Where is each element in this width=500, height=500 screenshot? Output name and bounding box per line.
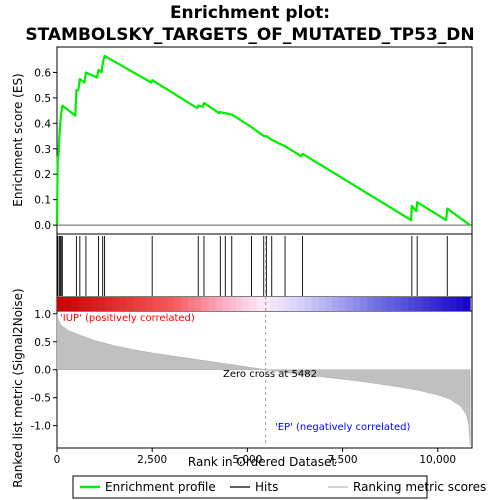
negative-annotation: 'EP' (negatively correlated) — [275, 422, 410, 433]
colorbar-segment — [125, 297, 134, 311]
x-tick-label: 10,000 — [419, 454, 456, 466]
colorbar-segment — [77, 297, 86, 311]
es-tick-label: 0.0 — [34, 220, 51, 232]
colorbar-segment — [215, 297, 223, 311]
colorbar-segment — [208, 297, 216, 311]
axes: 0.0 0.1 0.2 0.3 0.4 0.5 0.6 1.0 0.5 0.0 -0.5 -1.0 0 2… — [31, 67, 457, 466]
colorbar-segment — [63, 297, 72, 311]
colorbar-segment — [270, 297, 278, 311]
legend-label: Enrichment profile — [105, 480, 216, 494]
colorbar-segment — [297, 297, 306, 311]
colorbar-segment — [401, 297, 409, 311]
es-tick-label: 0.4 — [34, 118, 51, 130]
hits-series — [57, 236, 448, 296]
colorbar-segment — [98, 297, 106, 311]
colorbar-segment — [332, 297, 340, 311]
colorbar-segment — [435, 297, 444, 311]
hits-panel-frame — [56, 233, 473, 298]
x-tick-label: 0 — [54, 454, 61, 466]
colorbar-segment — [318, 297, 327, 311]
colorbar-segment — [311, 297, 320, 311]
colorbar-segment — [442, 297, 451, 311]
x-tick-label: 2,500 — [137, 454, 167, 466]
colorbar-segment — [387, 297, 395, 311]
es-panel-frame — [56, 46, 473, 235]
colorbar-segment — [353, 297, 361, 311]
colorbar-segment — [146, 297, 154, 311]
x-tick-label: 7,500 — [328, 454, 358, 466]
metric-tick-label: -0.5 — [31, 393, 52, 405]
colorbar-segment — [366, 297, 375, 311]
colorbar-segment — [201, 297, 210, 311]
metric-tick-label: -1.0 — [31, 421, 52, 433]
colorbar-segment — [160, 297, 168, 311]
enrichment-profile-line — [55, 54, 471, 226]
colorbar-segment — [277, 297, 285, 311]
colorbar-segment — [256, 297, 265, 311]
legend-label: Hits — [255, 480, 278, 494]
legend-label: Ranking metric scores — [353, 480, 486, 494]
colorbar-segment — [284, 297, 292, 311]
metric-tick-label: 0.5 — [34, 337, 51, 349]
colorbar-segment — [346, 297, 354, 311]
colorbar-segment — [304, 297, 313, 311]
colorbar-segment — [415, 297, 423, 311]
colorbar-segment — [57, 297, 65, 311]
colorbar-segment — [325, 297, 333, 311]
rank-colorbar — [57, 297, 471, 311]
colorbar-segment — [187, 297, 196, 311]
colorbar-segment — [194, 297, 203, 311]
colorbar-segment — [463, 297, 471, 311]
colorbar-segment — [249, 297, 258, 311]
metric-tick-label: 1.0 — [34, 309, 51, 321]
colorbar-segment — [70, 297, 79, 311]
legend: Enrichment profile Hits Ranking metric sco… — [80, 480, 486, 494]
colorbar-segment — [180, 297, 189, 311]
metric-tick-label: 0.0 — [34, 365, 51, 377]
colorbar-segment — [105, 297, 113, 311]
colorbar-segment — [174, 297, 182, 311]
colorbar-segment — [132, 297, 141, 311]
zero-cross-annotation: Zero cross at 5482 — [223, 369, 317, 380]
colorbar-segment — [428, 297, 437, 311]
enrichment-profile-series — [55, 54, 471, 226]
es-axis-label: Enrichment score (ES) — [11, 73, 25, 206]
colorbar-segment — [380, 297, 389, 311]
colorbar-segment — [394, 297, 402, 311]
x-axis-label: Rank in Ordered Dataset — [188, 455, 336, 469]
colorbar-segment — [153, 297, 161, 311]
colorbar-segment — [456, 297, 464, 311]
colorbar-segment — [373, 297, 382, 311]
es-tick-label: 0.2 — [34, 169, 51, 181]
colorbar-segment — [167, 297, 175, 311]
colorbar-segment — [118, 297, 127, 311]
chart-title-line2: STAMBOLSKY_TARGETS_OF_MUTATED_TP53_DN — [25, 25, 474, 45]
colorbar-segment — [112, 297, 120, 311]
es-tick-label: 0.6 — [34, 67, 51, 79]
colorbar-segment — [139, 297, 148, 311]
chart-title-line1: Enrichment plot: — [170, 3, 330, 23]
x-tick-label: 5,000 — [232, 454, 262, 466]
colorbar-segment — [236, 297, 244, 311]
colorbar-segment — [449, 297, 457, 311]
es-tick-label: 0.3 — [34, 144, 51, 156]
colorbar-segment — [222, 297, 230, 311]
colorbar-segment — [291, 297, 299, 311]
colorbar-segment — [242, 297, 251, 311]
metric-area — [56, 313, 471, 446]
colorbar-segment — [229, 297, 237, 311]
colorbar-segment — [91, 297, 99, 311]
colorbar-segment — [84, 297, 93, 311]
metric-axis-label: Ranked list metric (Signal2Noise) — [11, 288, 25, 487]
colorbar-segment — [421, 297, 430, 311]
colorbar-segment — [408, 297, 416, 311]
es-tick-label: 0.5 — [34, 93, 51, 105]
metric-series — [56, 236, 471, 446]
es-tick-label: 0.1 — [34, 195, 51, 207]
colorbar-segment — [359, 297, 368, 311]
colorbar-segment — [339, 297, 347, 311]
positive-annotation: 'IUP' (positively correlated) — [60, 313, 195, 324]
colorbar-segment — [263, 297, 272, 311]
